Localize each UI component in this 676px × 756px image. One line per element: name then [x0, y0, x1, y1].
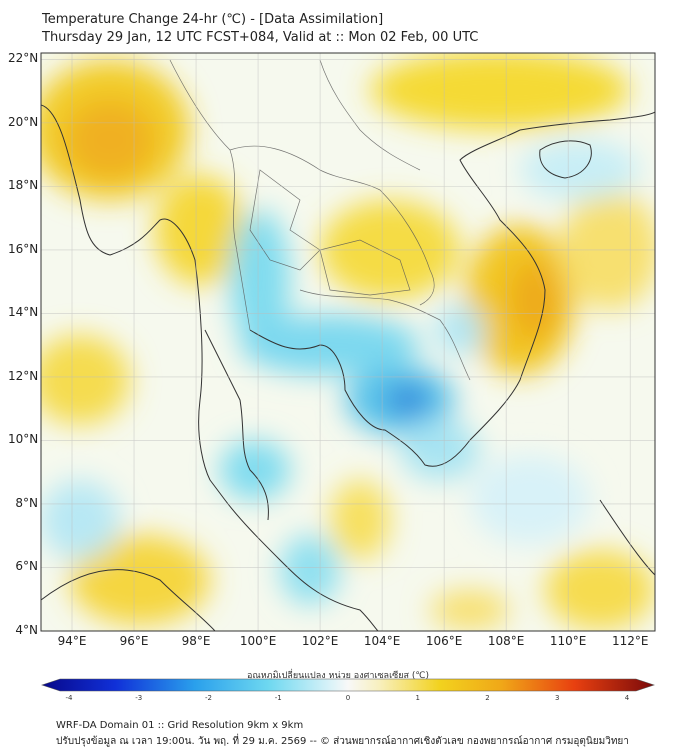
- lon-tick-label: 98°E: [181, 634, 211, 648]
- temperature-change-map: [40, 52, 656, 632]
- lat-tick-label: 8°N: [15, 495, 38, 510]
- warm-region-natuna: [430, 590, 510, 630]
- lon-tick-label: 104°E: [363, 634, 401, 648]
- warm-region-andaman: [41, 335, 130, 425]
- lat-tick-label: 22°N: [8, 51, 39, 66]
- country-borders: [169, 59, 471, 381]
- lon-tick-label: 100°E: [239, 634, 277, 648]
- colorbar-tick-label: 2: [485, 694, 490, 702]
- colorbar-label: อุณหภูมิเปลี่ยนแปลง หน่วย องศาเซลเซียส (…: [246, 671, 430, 681]
- cool-core-cambodia: [386, 384, 430, 416]
- warm-region-borneo: [545, 550, 655, 630]
- lat-tick-label: 12°N: [8, 368, 39, 383]
- lon-tick-label: 108°E: [487, 634, 525, 648]
- warm-region-south-china: [370, 53, 630, 130]
- neutral-region-south-china-sea: [470, 455, 590, 545]
- peninsula-west-coast: [204, 329, 269, 521]
- colorbar-tick-label: -2: [205, 694, 212, 702]
- gridlines: [41, 53, 655, 631]
- lon-tick-label: 110°E: [549, 634, 587, 648]
- lon-tick-label: 96°E: [119, 634, 149, 648]
- colorbar-tick-label: -4: [65, 694, 73, 702]
- laos-border: [229, 145, 435, 306]
- cool-region-west-thailand: [230, 210, 290, 350]
- warm-core-vietnam-coast: [510, 260, 560, 340]
- map-frame: [40, 52, 656, 632]
- lat-tick-label: 10°N: [8, 432, 39, 447]
- colorbar-tick-label: 3: [555, 694, 560, 702]
- cool-region-central-thailand: [240, 315, 420, 375]
- cool-region-malaysia: [280, 535, 340, 605]
- temperature-field: [41, 53, 655, 630]
- colorbar-tick-label: 0: [345, 694, 351, 702]
- warm-core-north-myanmar: [65, 100, 155, 180]
- cool-region-hainan: [520, 140, 640, 200]
- warm-region-sumatra: [70, 535, 210, 625]
- chart-subtitle: Thursday 29 Jan, 12 UTC FCST+084, Valid …: [42, 30, 479, 45]
- west-coastline: [41, 104, 379, 631]
- cambodia-border: [299, 289, 471, 381]
- colorbar: [41, 678, 655, 692]
- hainan-coastline: [539, 140, 592, 179]
- cool-region-peninsula: [220, 440, 290, 500]
- colorbar-tick-label: 4: [624, 694, 630, 702]
- lat-tick-label: 20°N: [8, 114, 39, 129]
- colorbar-tick-label: -3: [135, 694, 143, 702]
- lat-tick-label: 4°N: [15, 623, 38, 637]
- lat-tick-label: 18°N: [8, 178, 39, 193]
- myanmar-thailand-border: [169, 59, 251, 331]
- lat-tick-label: 14°N: [8, 305, 39, 320]
- gulf-coastline: [249, 329, 471, 467]
- cool-region-mekong-delta: [400, 420, 480, 480]
- lat-tick-label: 6°N: [15, 559, 38, 574]
- lon-tick-label: 112°E: [611, 634, 649, 648]
- colorbar-tick-label: -1: [274, 694, 282, 702]
- cool-region-south-laos: [435, 305, 485, 355]
- vietnam-coastline: [459, 129, 546, 441]
- footer-credit: ปรับปรุงข้อมูล ณ เวลา 19:00น. วัน พฤ. ที…: [56, 736, 629, 747]
- lat-tick-label: 16°N: [8, 241, 39, 256]
- borneo-coastline: [599, 499, 655, 576]
- colorbar-gradient: [41, 678, 655, 692]
- lon-tick-label: 102°E: [301, 634, 339, 648]
- lon-tick-label: 94°E: [57, 634, 87, 648]
- warm-region-gulf-south: [330, 480, 390, 560]
- colorbar-tick-label: 1: [415, 694, 420, 702]
- china-coastline: [519, 111, 655, 131]
- north-provinces: [249, 169, 321, 271]
- china-border: [319, 59, 421, 171]
- warm-region-myanmar-east: [155, 175, 245, 285]
- chart-title: Temperature Change 24-hr (℃) - [Data Ass…: [42, 12, 384, 27]
- cool-region-andaman-sea: [41, 480, 120, 560]
- northeast-provinces: [319, 239, 411, 296]
- lon-tick-label: 106°E: [425, 634, 463, 648]
- footer-model-info: WRF-DA Domain 01 :: Grid Resolution 9km …: [56, 720, 304, 731]
